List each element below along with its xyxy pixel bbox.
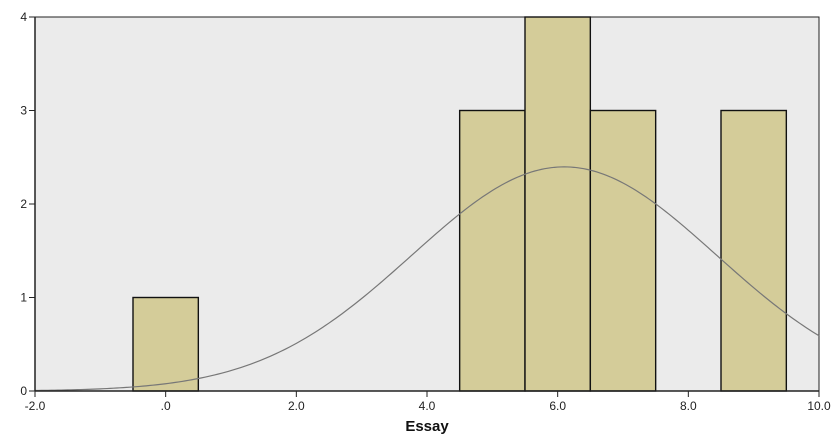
x-tick-label: 10.0 — [807, 399, 831, 413]
x-axis-title: Essay — [405, 418, 449, 434]
y-tick-label: 2 — [20, 197, 27, 211]
histogram-bar — [589, 109, 657, 392]
x-tick-label: 4.0 — [419, 399, 436, 413]
histogram-bar — [132, 296, 200, 392]
normal-curve — [34, 166, 820, 392]
histogram-bar — [720, 109, 788, 392]
y-tick-label: 3 — [20, 104, 27, 118]
x-tick-label: .0 — [161, 399, 171, 413]
x-tick-label: 8.0 — [680, 399, 697, 413]
y-tick-label: 0 — [20, 384, 27, 398]
y-tick-label: 1 — [20, 291, 27, 305]
histogram-bar — [524, 16, 592, 392]
y-tick-label: 4 — [20, 10, 27, 24]
bars-layer — [132, 16, 788, 392]
axes-layer: 0 1 2 3 4 -2.0 .0 2.0 4.0 6.0 8.0 10.0 — [20, 10, 831, 413]
x-tick-label: 6.0 — [549, 399, 566, 413]
x-tick-label: -2.0 — [25, 399, 46, 413]
histogram-bar — [458, 109, 526, 392]
x-tick-label: 2.0 — [288, 399, 305, 413]
